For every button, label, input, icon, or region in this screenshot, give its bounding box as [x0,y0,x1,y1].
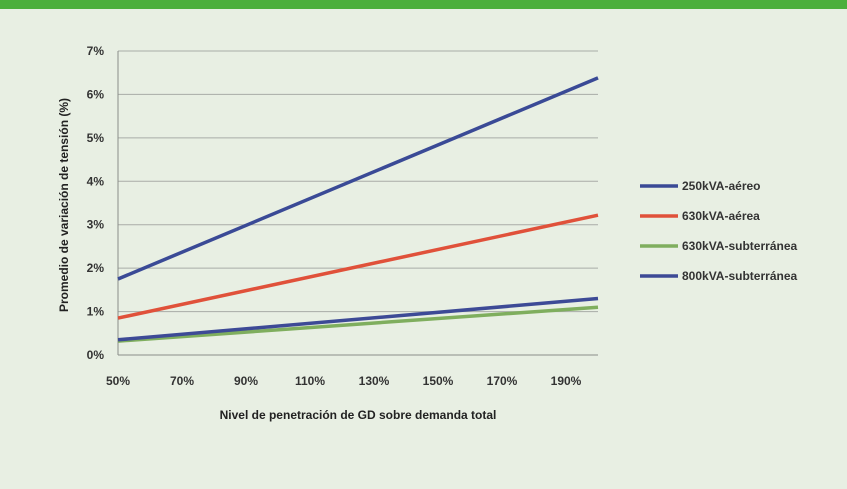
x-tick-label: 90% [234,374,258,388]
y-tick-label: 3% [87,218,105,232]
x-tick-label: 130% [359,374,390,388]
axes: 0% 1% 2% 3% 4% 5% 6% 7% 50% 70% 90% 110% 130% 150% 170… [87,44,598,388]
top-accent-bar [0,0,847,9]
x-tick-label: 110% [295,374,325,388]
series-line [117,305,599,343]
y-tick-label: 0% [87,348,105,362]
legend-label: 630kVA-aérea [682,209,760,223]
x-tick-label: 170% [487,374,518,388]
y-tick-label: 1% [87,305,105,319]
y-axis-title: Promedio de variación de tensión (%) [57,98,71,312]
series-line [117,296,599,342]
gridlines [118,50,598,313]
legend-label: 800kVA-subterránea [682,269,797,283]
x-tick-label: 50% [106,374,130,388]
y-tick-label: 5% [87,131,105,145]
series-line [117,76,599,281]
series-line [117,213,599,320]
y-tick-label: 2% [87,261,105,275]
legend-label: 630kVA-subterránea [682,239,797,253]
y-tick-label: 6% [87,87,105,101]
x-axis-title: Nivel de penetración de GD sobre demanda… [220,408,497,422]
legend-label: 250kVA-aéreo [682,179,761,193]
x-tick-label: 190% [551,374,582,388]
x-tick-label: 70% [170,374,194,388]
legend: 250kVA-aéreo 630kVA-aérea 630kVA-subterrán… [640,179,797,283]
x-tick-label: 150% [423,374,454,388]
y-tick-label: 4% [87,174,105,188]
y-tick-label: 7% [87,44,105,58]
series-lines [117,76,599,343]
